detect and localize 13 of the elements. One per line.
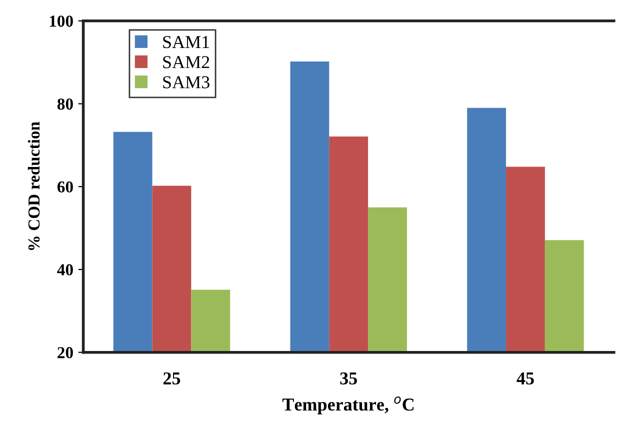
y-tick-label: 40	[57, 264, 73, 276]
y-tick-label: 100	[50, 16, 73, 27]
x-tick-label: 35	[340, 372, 357, 384]
y-tick-label: 80	[57, 98, 73, 110]
y-tick-label: 60	[57, 181, 73, 193]
x-tick-label: 25	[163, 372, 180, 384]
x-axis-title: Temperature, $^{o}$C	[282, 396, 414, 414]
y-axis-title: % COD reduction	[28, 122, 40, 250]
x-tick-label: 45	[516, 372, 534, 384]
legend-label: SAM1	[163, 36, 210, 48]
y-tick-label: 20	[58, 347, 73, 358]
legend-label: SAM2	[163, 56, 210, 68]
legend-label: SAM3	[163, 76, 210, 88]
